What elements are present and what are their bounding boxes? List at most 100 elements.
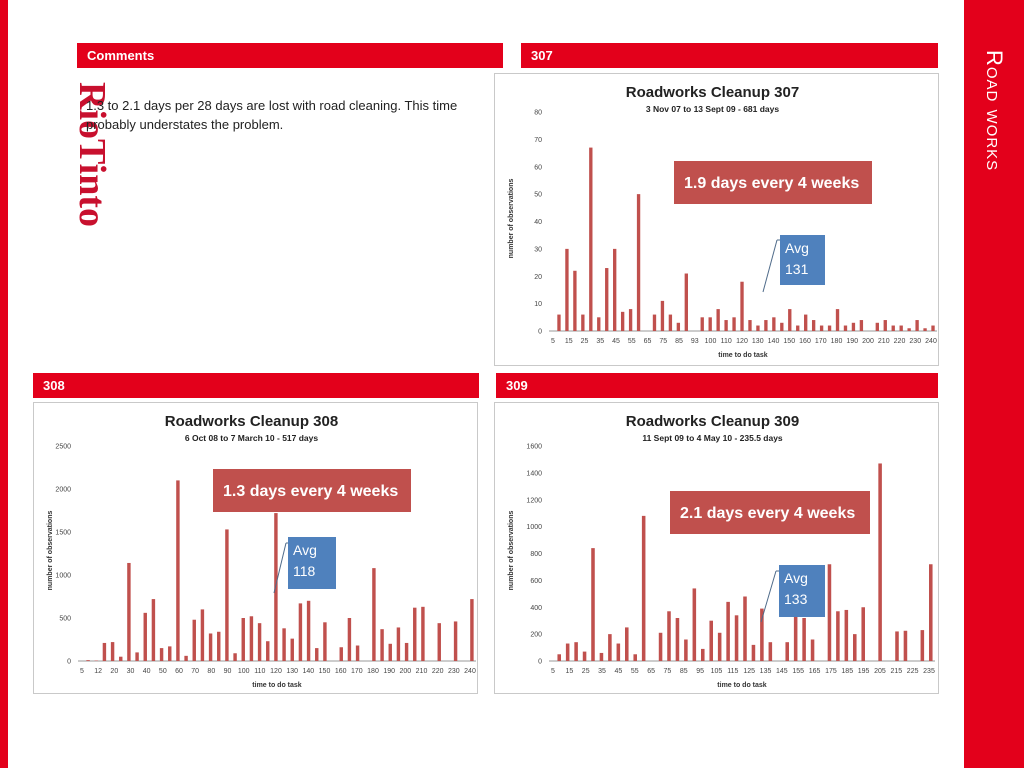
bar	[709, 620, 713, 661]
avg-pointer-line	[760, 570, 777, 623]
chart-title: Roadworks Cleanup 307	[626, 84, 799, 101]
avg-value: 118	[293, 563, 316, 579]
bar	[716, 309, 720, 331]
bar	[159, 648, 164, 661]
avg-box	[288, 537, 336, 589]
chart-panel-308: Roadworks Cleanup 308 6 Oct 08 to 7 March…	[33, 402, 478, 694]
x-tick-label: 45	[612, 338, 620, 345]
header-307: 307	[521, 43, 938, 68]
bar	[200, 609, 205, 661]
x-tick-label: 35	[598, 668, 606, 675]
bar	[290, 638, 294, 661]
x-tick-label: 5	[551, 338, 555, 345]
bar	[734, 615, 739, 661]
bar	[388, 643, 392, 661]
bar	[717, 632, 722, 661]
x-tick-label: 50	[159, 668, 167, 675]
bar	[796, 325, 800, 331]
y-tick-label: 1000	[526, 524, 542, 531]
x-tick-label: 75	[664, 668, 672, 675]
x-tick-label: 220	[432, 668, 444, 675]
bar	[233, 653, 237, 661]
x-tick-label: 30	[127, 668, 135, 675]
bar	[853, 634, 857, 661]
avg-box	[780, 235, 825, 285]
bar	[404, 642, 409, 661]
y-tick-label: 1600	[526, 444, 542, 451]
x-tick-label: 5	[80, 668, 84, 675]
bar	[827, 325, 832, 331]
bar	[756, 325, 760, 331]
x-tick-label: 15	[565, 338, 573, 345]
bar	[859, 320, 864, 331]
x-tick-label: 175	[825, 668, 837, 675]
y-tick-label: 1200	[526, 497, 542, 504]
bar	[298, 603, 303, 661]
bar	[929, 564, 933, 661]
bar	[878, 463, 882, 661]
bar	[613, 248, 617, 331]
x-tick-label: 5	[551, 668, 555, 675]
y-axis-label: number of observations	[47, 511, 54, 591]
bar	[667, 611, 671, 661]
bar	[266, 641, 270, 661]
y-tick-label: 60	[534, 164, 542, 171]
bar	[760, 608, 764, 661]
bar	[923, 328, 927, 331]
bar	[652, 314, 657, 331]
bar	[582, 651, 587, 661]
bar	[844, 609, 849, 661]
x-tick-label: 55	[631, 668, 639, 675]
bar	[851, 322, 856, 331]
bar	[764, 320, 768, 331]
bar	[217, 631, 221, 661]
bar	[589, 147, 593, 331]
x-tick-label: 130	[752, 338, 764, 345]
bar	[788, 309, 792, 331]
x-tick-label: 200	[399, 668, 411, 675]
bar	[740, 281, 744, 331]
chart-309: Roadworks Cleanup 309 11 Sept 09 to 4 May…	[508, 413, 935, 689]
avg-label: Avg	[293, 542, 317, 558]
y-tick-label: 2500	[55, 444, 71, 451]
x-tick-label: 115	[727, 668, 738, 675]
chart-subtitle: 3 Nov 07 to 13 Sept 09 - 681 days	[646, 104, 780, 114]
y-tick-label: 30	[534, 246, 542, 253]
avg-label: Avg	[785, 240, 809, 256]
bar	[413, 607, 417, 661]
bar	[151, 599, 156, 661]
bar	[907, 328, 911, 331]
bar	[421, 606, 425, 661]
x-tick-label: 160	[799, 338, 811, 345]
bar	[599, 652, 604, 661]
bar	[573, 270, 577, 331]
bar	[184, 655, 188, 661]
y-tick-label: 40	[534, 219, 542, 226]
x-axis-label: time to do task	[718, 352, 768, 359]
bar	[608, 634, 612, 661]
bar	[565, 643, 570, 661]
avg-pointer-line	[762, 239, 778, 293]
x-tick-label: 25	[582, 668, 590, 675]
x-tick-label: 140	[302, 668, 314, 675]
x-tick-label: 150	[319, 668, 331, 675]
bar	[616, 643, 621, 661]
bar	[726, 601, 730, 661]
chart-title: Roadworks Cleanup 308	[165, 413, 338, 430]
bar	[883, 320, 887, 331]
x-tick-label: 145	[776, 668, 788, 675]
x-tick-label: 110	[721, 338, 732, 345]
comments-header: Comments	[77, 43, 503, 68]
bar	[282, 628, 286, 661]
avg-pointer-line	[273, 542, 287, 594]
bar	[920, 630, 925, 661]
bar	[605, 268, 609, 331]
bar	[895, 631, 899, 661]
bar	[339, 647, 343, 661]
bar	[437, 623, 441, 661]
x-tick-label: 75	[659, 338, 667, 345]
x-tick-label: 25	[581, 338, 589, 345]
y-tick-label: 400	[530, 605, 542, 612]
bar	[396, 627, 401, 661]
y-tick-label: 20	[534, 274, 542, 281]
